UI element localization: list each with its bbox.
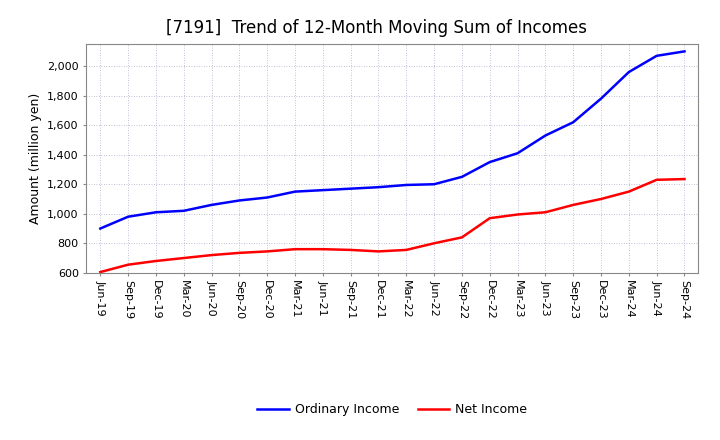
Net Income (318, 246, 327, 252)
Net Income (597, 196, 606, 202)
Net Income (569, 202, 577, 208)
Net Income (430, 241, 438, 246)
Net Income (152, 258, 161, 264)
Net Income (485, 216, 494, 221)
Net Income (179, 255, 188, 260)
Y-axis label: Amount (million yen): Amount (million yen) (29, 93, 42, 224)
Net Income (235, 250, 243, 256)
Ordinary Income (207, 202, 216, 208)
Ordinary Income (485, 159, 494, 165)
Net Income (680, 176, 689, 182)
Net Income (263, 249, 271, 254)
Ordinary Income (318, 187, 327, 193)
Net Income (652, 177, 661, 183)
Net Income (624, 189, 633, 194)
Ordinary Income (402, 182, 410, 187)
Ordinary Income (346, 186, 355, 191)
Net Income (374, 249, 383, 254)
Legend: Ordinary Income, Net Income: Ordinary Income, Net Income (252, 398, 533, 421)
Net Income (402, 247, 410, 253)
Text: [7191]  Trend of 12-Month Moving Sum of Incomes: [7191] Trend of 12-Month Moving Sum of I… (166, 19, 587, 37)
Ordinary Income (430, 182, 438, 187)
Ordinary Income (96, 226, 104, 231)
Line: Net Income: Net Income (100, 179, 685, 272)
Net Income (513, 212, 522, 217)
Net Income (346, 247, 355, 253)
Net Income (291, 246, 300, 252)
Ordinary Income (569, 120, 577, 125)
Net Income (458, 235, 467, 240)
Ordinary Income (263, 195, 271, 200)
Ordinary Income (179, 208, 188, 213)
Ordinary Income (597, 96, 606, 101)
Net Income (541, 209, 550, 215)
Ordinary Income (541, 133, 550, 138)
Ordinary Income (458, 174, 467, 180)
Ordinary Income (513, 150, 522, 156)
Ordinary Income (291, 189, 300, 194)
Ordinary Income (374, 184, 383, 190)
Ordinary Income (680, 49, 689, 54)
Net Income (96, 269, 104, 275)
Net Income (207, 253, 216, 258)
Ordinary Income (624, 70, 633, 75)
Net Income (124, 262, 132, 268)
Line: Ordinary Income: Ordinary Income (100, 51, 685, 228)
Ordinary Income (652, 53, 661, 59)
Ordinary Income (152, 209, 161, 215)
Ordinary Income (235, 198, 243, 203)
Ordinary Income (124, 214, 132, 220)
